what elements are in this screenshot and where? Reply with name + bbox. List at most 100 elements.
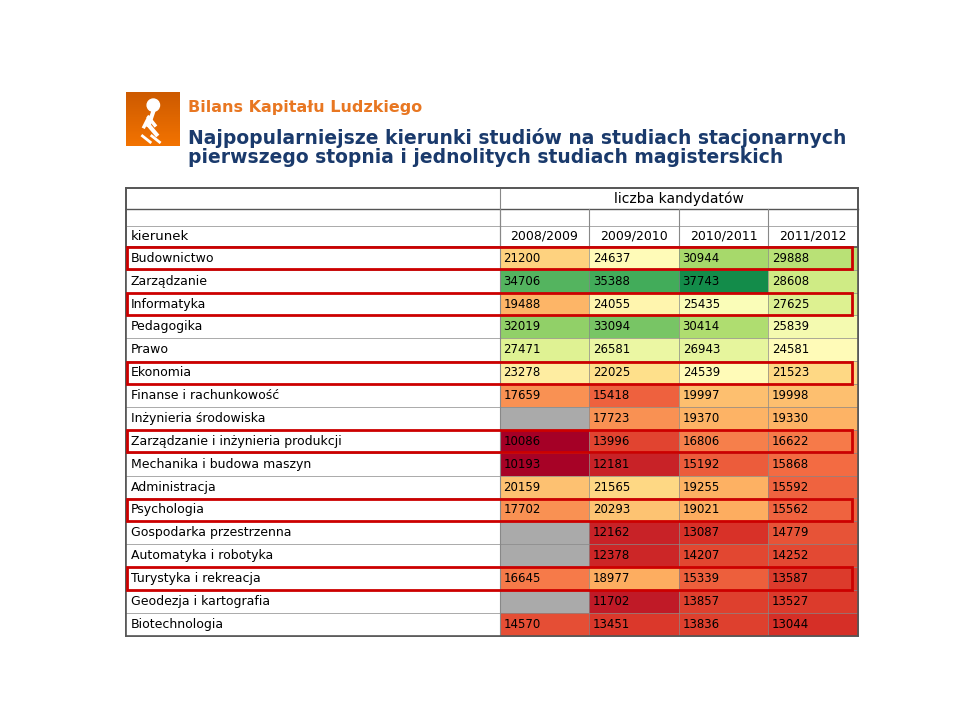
Bar	[126, 590, 500, 613]
Bar	[126, 123, 180, 124]
Bar	[589, 567, 679, 590]
Bar	[500, 567, 589, 590]
Bar	[589, 270, 679, 293]
Bar	[679, 453, 768, 475]
Bar	[589, 521, 679, 544]
Text: 22025: 22025	[593, 366, 631, 379]
Text: 11702: 11702	[593, 595, 631, 608]
Text: Najpopularniejsze kierunki studiów na studiach stacjonarnych: Najpopularniejsze kierunki studiów na st…	[188, 128, 847, 148]
Bar	[500, 361, 589, 384]
Text: pierwszego stopnia i jednolitych studiach magisterskich: pierwszego stopnia i jednolitych studiac…	[188, 148, 783, 167]
Bar	[589, 247, 679, 270]
Text: 13836: 13836	[683, 618, 720, 631]
Bar	[500, 384, 589, 407]
Bar	[679, 361, 768, 384]
Text: Biotechnologia: Biotechnologia	[131, 618, 224, 631]
Bar	[589, 361, 679, 384]
Bar	[679, 567, 768, 590]
Bar	[126, 115, 180, 116]
Bar	[679, 544, 768, 567]
Bar	[500, 316, 589, 339]
Bar	[768, 270, 858, 293]
Bar	[126, 453, 500, 475]
Bar	[126, 247, 500, 270]
Text: 27471: 27471	[504, 343, 541, 357]
Bar	[768, 339, 858, 361]
Bar	[679, 498, 768, 521]
Bar	[768, 361, 858, 384]
Text: 25435: 25435	[683, 298, 720, 311]
Text: Bilans Kapitału Ludzkiego: Bilans Kapitału Ludzkiego	[188, 100, 422, 115]
Bar	[589, 475, 679, 498]
Bar	[768, 475, 858, 498]
Bar	[500, 270, 589, 293]
Text: 14570: 14570	[504, 618, 540, 631]
Text: 16645: 16645	[504, 572, 541, 585]
Bar	[126, 407, 500, 430]
Text: kierunek: kierunek	[131, 230, 189, 243]
Text: ⬆: ⬆	[149, 110, 158, 120]
Text: 15418: 15418	[593, 389, 631, 402]
Bar	[589, 590, 679, 613]
Text: 16806: 16806	[683, 435, 720, 448]
Bar	[679, 339, 768, 361]
Bar	[126, 131, 180, 132]
Text: 2010/2011: 2010/2011	[689, 230, 757, 243]
Bar	[126, 116, 180, 117]
Bar	[589, 613, 679, 636]
Bar	[126, 143, 180, 144]
Text: 14779: 14779	[772, 526, 809, 539]
Bar	[126, 112, 180, 113]
Text: 13087: 13087	[683, 526, 720, 539]
Text: 17659: 17659	[504, 389, 541, 402]
Text: Administracja: Administracja	[131, 480, 217, 493]
Bar	[126, 613, 500, 636]
Bar	[679, 590, 768, 613]
Text: 24055: 24055	[593, 298, 631, 311]
Text: 20159: 20159	[504, 480, 540, 493]
Text: Geodezja i kartografia: Geodezja i kartografia	[131, 595, 270, 608]
Bar	[127, 499, 852, 521]
Bar	[126, 293, 500, 316]
Text: 21523: 21523	[772, 366, 809, 379]
Text: 2008/2009: 2008/2009	[511, 230, 579, 243]
Text: Pedagogika: Pedagogika	[131, 320, 204, 334]
Bar	[126, 114, 180, 115]
Text: 24637: 24637	[593, 252, 631, 265]
Bar	[126, 105, 180, 106]
Text: 13527: 13527	[772, 595, 809, 608]
Bar	[768, 247, 858, 270]
Bar	[126, 135, 180, 136]
Bar	[500, 339, 589, 361]
Bar	[126, 138, 180, 139]
Bar	[589, 384, 679, 407]
Text: 17702: 17702	[504, 503, 541, 516]
Text: 14252: 14252	[772, 549, 809, 562]
Bar	[126, 102, 180, 103]
Bar	[768, 544, 858, 567]
Bar	[589, 407, 679, 430]
Bar	[126, 93, 180, 94]
Bar	[126, 107, 180, 108]
Bar	[126, 113, 180, 114]
Text: 15192: 15192	[683, 458, 720, 470]
Bar	[126, 92, 180, 93]
Text: 21200: 21200	[504, 252, 540, 265]
Text: Gospodarka przestrzenna: Gospodarka przestrzenna	[131, 526, 291, 539]
Text: Zarządzanie: Zarządzanie	[131, 275, 208, 288]
Bar	[500, 475, 589, 498]
Bar	[126, 137, 180, 138]
Bar	[768, 521, 858, 544]
Bar	[126, 122, 180, 123]
Bar	[768, 567, 858, 590]
Bar	[768, 316, 858, 339]
Bar	[126, 567, 500, 590]
Bar	[126, 130, 180, 131]
Bar	[679, 384, 768, 407]
Text: Budownictwo: Budownictwo	[131, 252, 214, 265]
Text: 19488: 19488	[504, 298, 540, 311]
Circle shape	[147, 99, 159, 111]
Bar	[126, 104, 180, 105]
Text: 32019: 32019	[504, 320, 540, 334]
Bar	[589, 544, 679, 567]
